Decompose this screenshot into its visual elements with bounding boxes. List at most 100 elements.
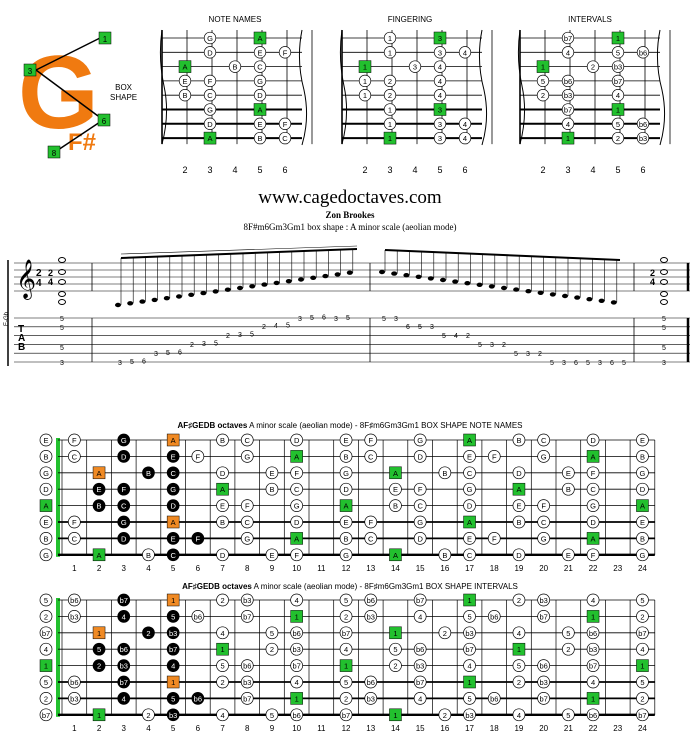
fret-note bbox=[339, 450, 353, 463]
diagram-note: b7 bbox=[564, 34, 572, 43]
staff-note bbox=[176, 294, 182, 299]
fret-note bbox=[586, 482, 600, 496]
fret-note bbox=[240, 433, 254, 447]
fret-number: 1 bbox=[72, 724, 77, 733]
fret-note bbox=[463, 515, 476, 529]
fret-note-label: b3 bbox=[243, 678, 251, 687]
fret-note-label: b7 bbox=[589, 662, 597, 671]
diagram-note: E bbox=[257, 120, 262, 129]
fret-note bbox=[240, 675, 254, 689]
fret-note-label: C bbox=[467, 551, 473, 560]
fret-note-label: G bbox=[590, 502, 596, 511]
fret-number: 13 bbox=[366, 564, 375, 573]
diagram-note: 1 bbox=[363, 77, 367, 86]
fret-note bbox=[265, 642, 279, 656]
open-string-label: G bbox=[43, 551, 49, 560]
svg-text:4: 4 bbox=[48, 277, 53, 287]
open-string-label: b7 bbox=[42, 711, 50, 720]
diagram-note: 4 bbox=[438, 63, 442, 72]
fret-note-label: E bbox=[344, 518, 349, 527]
diagram-note: 3 bbox=[438, 106, 442, 115]
fret-note bbox=[438, 466, 452, 480]
fret-note bbox=[364, 593, 378, 607]
fret-note-label: 5 bbox=[566, 629, 570, 638]
fret-note-label: A bbox=[171, 436, 176, 445]
staff-note bbox=[525, 289, 532, 294]
open-string-label: 2 bbox=[44, 612, 48, 621]
fret-note-label: 2 bbox=[220, 678, 224, 687]
diagram-note: 4 bbox=[463, 48, 467, 57]
fret-note-label: C bbox=[417, 502, 423, 511]
fret-note bbox=[290, 659, 303, 672]
tab-number: 5 bbox=[166, 350, 170, 357]
fret-note bbox=[636, 708, 649, 722]
fret-note-label: 5 bbox=[467, 694, 471, 703]
fret-number: 15 bbox=[416, 564, 425, 573]
svg-text:4: 4 bbox=[650, 277, 655, 287]
fret-note bbox=[142, 626, 155, 640]
fret-note bbox=[166, 450, 180, 463]
fret-note-label: A bbox=[220, 485, 225, 494]
fret-note bbox=[487, 692, 501, 705]
fret-note bbox=[561, 708, 575, 722]
fret-note bbox=[166, 659, 180, 672]
small-diagrams: G AD E FA B CE F GB C DG AD E FA B C2 3 4 5 61 31 3 41 3 41 2 41 2… bbox=[159, 29, 671, 175]
diagram-note: 2 bbox=[541, 91, 545, 100]
fret-note-label: b3 bbox=[416, 662, 424, 671]
fret-note bbox=[92, 482, 106, 496]
fret-note bbox=[339, 482, 353, 496]
staff-note bbox=[212, 289, 219, 294]
fret-note-label: C bbox=[72, 452, 78, 461]
fret-note bbox=[636, 433, 649, 447]
fret-note-label: 5 bbox=[640, 678, 644, 687]
fret-number: 15 bbox=[416, 724, 425, 733]
fret-note bbox=[537, 450, 551, 463]
fret-note-label: F bbox=[294, 469, 299, 478]
fret-note-label: 1 bbox=[640, 662, 644, 671]
fret-note-label: b6 bbox=[194, 694, 202, 703]
fret-note bbox=[537, 610, 551, 623]
fret-note bbox=[636, 593, 649, 607]
board2-title: AF♯GEDB octaves A minor scale (aeolian m… bbox=[182, 582, 518, 591]
diagram-note: 4 bbox=[463, 134, 467, 143]
fret-note bbox=[67, 675, 81, 689]
fret-note bbox=[339, 626, 353, 640]
diagram-note: A bbox=[257, 106, 262, 115]
fret-note bbox=[364, 515, 378, 529]
fret-note-label: b7 bbox=[120, 596, 128, 605]
fret-note-label: C bbox=[294, 485, 300, 494]
fret-note bbox=[537, 499, 551, 512]
fret-note bbox=[216, 433, 229, 447]
open-string-label: E bbox=[43, 436, 48, 445]
svg-text:2: 2 bbox=[650, 268, 655, 278]
fret-note bbox=[636, 450, 649, 463]
tab-number: 5 bbox=[662, 345, 666, 352]
fret-note bbox=[290, 708, 303, 722]
open-string-label: E bbox=[43, 518, 48, 527]
diagram-note: A bbox=[182, 63, 187, 72]
fret-note-label: F bbox=[368, 436, 373, 445]
fret-note bbox=[290, 626, 303, 640]
fret-note-label: 1 bbox=[295, 612, 299, 621]
fret-note bbox=[240, 692, 254, 705]
box-shape-label: BOX SHAPE bbox=[110, 83, 138, 102]
staff-note bbox=[403, 273, 410, 278]
fret-note bbox=[166, 593, 180, 607]
fret-number: 21 bbox=[564, 724, 573, 733]
fret-note-label: 5 bbox=[566, 711, 570, 720]
staff-note bbox=[501, 285, 507, 291]
fret-note-label: b3 bbox=[589, 645, 597, 654]
fret-note bbox=[240, 532, 254, 545]
fret-note bbox=[537, 433, 551, 447]
fret-note bbox=[636, 515, 649, 529]
fret-note bbox=[142, 708, 155, 722]
fret-note-label: B bbox=[393, 502, 398, 511]
diagram-note: G bbox=[207, 106, 213, 115]
fret-note bbox=[265, 548, 279, 562]
diagram-note: 4 bbox=[463, 120, 467, 129]
fret-note-label: 1 bbox=[220, 645, 224, 654]
site-url[interactable]: www.cagedoctaves.com bbox=[258, 187, 442, 208]
fret-note-label: b6 bbox=[589, 629, 597, 638]
fret-note-label: 1 bbox=[295, 694, 299, 703]
tab-number: 5 bbox=[250, 331, 254, 338]
